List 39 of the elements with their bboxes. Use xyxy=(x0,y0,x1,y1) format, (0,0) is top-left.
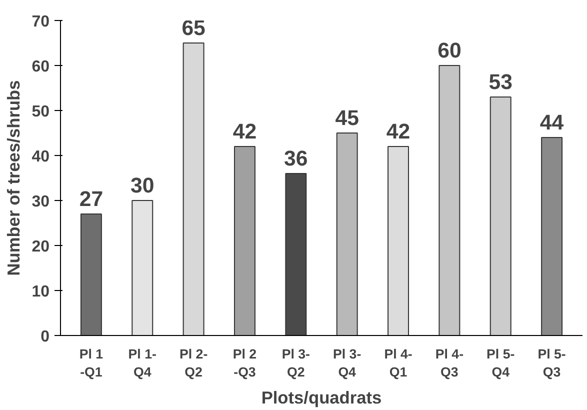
bar xyxy=(541,137,563,336)
y-tick-label: 50 xyxy=(32,104,50,120)
bar xyxy=(132,200,154,336)
bar xyxy=(388,146,409,336)
bar xyxy=(182,42,204,336)
bar xyxy=(80,214,102,336)
y-tick-label: 30 xyxy=(32,194,50,210)
x-tick-label: Pl 5- Q3 xyxy=(538,346,566,380)
y-tick-label: 0 xyxy=(40,328,50,346)
data-label: 36 xyxy=(284,146,308,170)
y-tick-label: 20 xyxy=(32,238,50,256)
data-label: 44 xyxy=(540,110,564,134)
y-tick-label: 70 xyxy=(32,14,50,30)
data-label: 53 xyxy=(488,70,513,94)
x-tick-label: Pl 4- Q3 xyxy=(435,346,464,380)
bar xyxy=(234,146,256,336)
x-tick-label: Pl 2 -Q3 xyxy=(232,346,257,380)
x-tick-label: Pl 1 -Q1 xyxy=(79,346,104,380)
x-tick-label: Pl 3- Q2 xyxy=(282,346,310,380)
y-tick-label: 60 xyxy=(32,58,50,76)
data-label: 42 xyxy=(232,120,257,144)
data-label: 27 xyxy=(79,187,104,211)
y-tick-label: 10 xyxy=(32,284,50,300)
bar xyxy=(490,96,512,336)
x-tick-label: Pl 4- Q1 xyxy=(384,346,412,380)
x-tick-label: Pl 1- Q4 xyxy=(128,346,156,380)
x-tick-label: Pl 3- Q4 xyxy=(333,346,362,380)
data-label: 42 xyxy=(386,120,410,144)
bar xyxy=(285,173,307,336)
x-axis-title: Plots/quadrats xyxy=(261,388,382,408)
data-label: 60 xyxy=(438,38,462,62)
data-label: 30 xyxy=(130,174,154,198)
bar xyxy=(336,132,358,336)
y-tick-label: 40 xyxy=(32,148,50,166)
x-tick-label: Pl 5- Q4 xyxy=(486,346,515,380)
data-label: 45 xyxy=(335,106,360,130)
x-tick-label: Pl 2- Q2 xyxy=(179,346,208,380)
bar xyxy=(438,65,460,336)
y-axis-title: Number of trees/shrubs xyxy=(4,80,24,276)
